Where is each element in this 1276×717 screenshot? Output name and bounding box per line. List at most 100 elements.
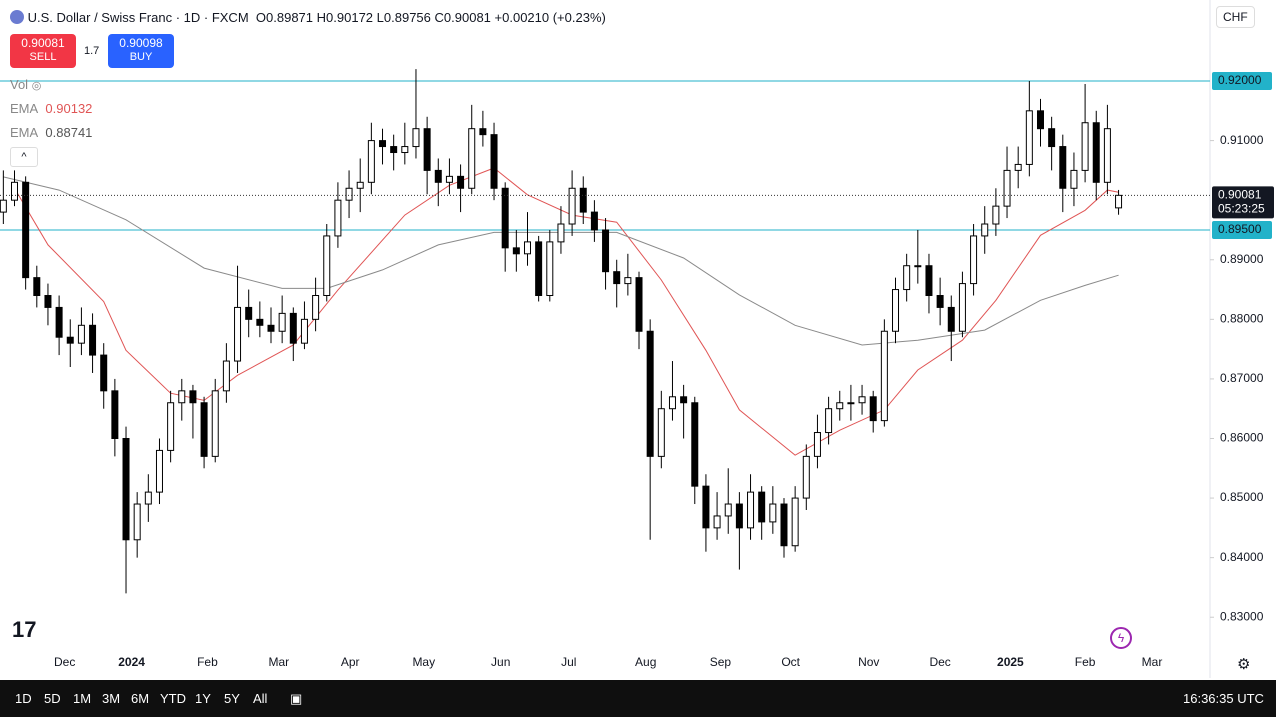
candle-body (724, 503, 732, 517)
candle-body (657, 408, 665, 457)
eye-icon: ◎ (31, 80, 42, 92)
ema-legend[interactable]: EMA 0.88741 (10, 125, 92, 140)
candle-body (858, 396, 866, 404)
header: U.S. Dollar / Swiss Franc · 1D · FXCM O0… (10, 10, 606, 25)
y-tick-label: 0.88000 (1220, 312, 1264, 326)
y-tick-label: 0.84000 (1220, 550, 1264, 564)
candle-body (222, 360, 230, 392)
change: +0.00210 (+0.23%) (494, 10, 606, 25)
x-tick-label: May (412, 655, 435, 669)
candle-body (958, 283, 966, 332)
candle-body (546, 241, 554, 297)
candle-body (791, 497, 799, 547)
level-tag (1212, 72, 1272, 91)
candle-body (390, 146, 398, 154)
date-range-icon[interactable]: ▣ (290, 691, 303, 706)
x-tick-label: Nov (858, 655, 879, 669)
candle-body (445, 175, 453, 183)
price-label: 0.90081 (1218, 188, 1262, 202)
x-tick-label: Oct (781, 655, 800, 669)
ema-legend[interactable]: EMA 0.90132 (10, 101, 92, 116)
ema-value: 0.90132 (45, 101, 93, 116)
candle-body (1036, 110, 1044, 130)
candle-body (155, 449, 163, 493)
candle-body (122, 437, 130, 541)
symbol[interactable]: U.S. Dollar / Swiss Franc · 1D · FXCM (27, 10, 249, 25)
candle-body (77, 324, 85, 344)
candle-body (100, 354, 108, 392)
candle-body (10, 181, 18, 201)
ema-label: EMA (10, 101, 39, 116)
range-button[interactable]: 5Y (224, 691, 240, 706)
candle-body (970, 235, 978, 285)
sell-label: SELL (29, 51, 57, 63)
settings-icon[interactable]: ⚙ (1237, 656, 1251, 673)
sell-button[interactable]: 0.90081 SELL (10, 34, 76, 68)
y-tick-label: 0.89000 (1220, 252, 1264, 266)
candle-body (490, 134, 498, 189)
candle-body (401, 146, 409, 154)
candle-body (289, 312, 297, 344)
candle-body (334, 199, 342, 237)
candle-body (22, 181, 30, 279)
toolbar: 1D 5D 1M 3M 6M YTD 1Y 5Y All ▣ 16:36:35 UTC (0, 680, 1276, 717)
candle-body (367, 140, 375, 183)
range-button[interactable]: 6M (131, 691, 150, 706)
clock: 16:36:35 UTC (1183, 691, 1264, 706)
buy-price: 0.90098 (119, 36, 163, 50)
logo: 17 (12, 617, 37, 642)
range-button[interactable]: 5D (44, 691, 61, 706)
candle-body (55, 306, 63, 338)
y-tick-label: 0.86000 (1220, 431, 1264, 445)
x-tick-label: Apr (341, 655, 360, 669)
h-label: H (316, 10, 327, 25)
countdown: 05:23:25 (1218, 202, 1265, 216)
candle-body (780, 503, 788, 547)
candle-body (512, 247, 520, 255)
candle-body (178, 390, 186, 404)
range-button[interactable]: 1D (15, 691, 32, 706)
sell-price: 0.90081 (21, 36, 65, 50)
ema-value: 0.88741 (45, 125, 93, 140)
candle-body (914, 265, 922, 268)
candle-body (1025, 110, 1033, 165)
flash-icon[interactable]: ϟ (1110, 627, 1132, 649)
candle-body (345, 187, 353, 201)
currency[interactable]: CHF (1216, 6, 1255, 28)
y-tick-label: 0.85000 (1220, 490, 1264, 504)
range-button[interactable]: 1Y (195, 691, 211, 706)
candle-body (680, 396, 688, 404)
candle-body (245, 306, 253, 320)
candle-body (211, 390, 219, 457)
candle-body (234, 306, 242, 362)
candle-body (903, 265, 911, 291)
range-button[interactable]: 3M (102, 691, 121, 706)
x-tick-label: 2025 (997, 655, 1024, 669)
candle-body (668, 396, 676, 410)
candle-body (1014, 163, 1022, 171)
candle-body (434, 169, 442, 183)
price-tag (1212, 186, 1274, 219)
candle-body (0, 199, 7, 213)
candle-body (747, 491, 755, 529)
range-button[interactable]: 1M (73, 691, 92, 706)
buy-button[interactable]: 0.90098 BUY (108, 34, 174, 68)
y-tick-label: 0.91000 (1220, 133, 1264, 147)
range-button[interactable]: YTD (160, 691, 186, 706)
vol-legend[interactable]: Vol ◎ (10, 77, 41, 92)
candle-body (278, 312, 286, 332)
l-label: L (376, 10, 384, 25)
candle-body (523, 241, 531, 255)
candle-body (825, 408, 833, 434)
candle-body (535, 241, 543, 297)
candle-body (468, 128, 476, 189)
x-tick-label: Dec (929, 655, 950, 669)
range-button[interactable]: All (253, 691, 268, 706)
flag-icon (10, 10, 24, 24)
candle-body (1103, 128, 1111, 183)
candle-body (1092, 122, 1100, 183)
candle-body (356, 181, 364, 189)
ema-line (3, 176, 1119, 346)
collapse-button[interactable]: ^ (10, 147, 38, 167)
